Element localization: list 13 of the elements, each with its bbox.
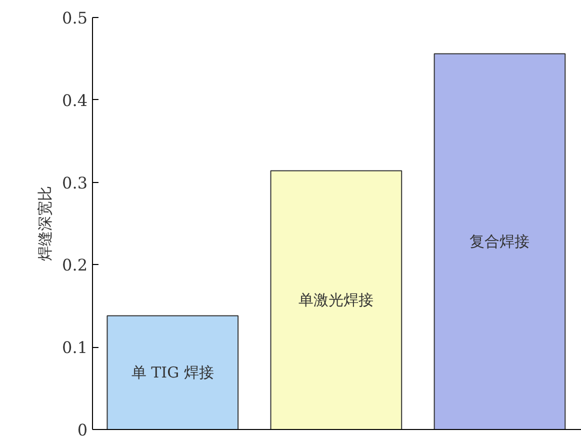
x-tick-label: 单激光焊接 — [298, 291, 374, 310]
bar — [106, 315, 239, 430]
bar — [270, 170, 402, 430]
bar — [434, 53, 566, 430]
y-tick-label: 0.1 — [62, 338, 88, 358]
x-tick-label: 复合焊接 — [470, 232, 530, 251]
y-tick-label: 0.2 — [62, 256, 88, 275]
y-tick-label: 0.3 — [62, 173, 88, 192]
y-tick-label: 0.5 — [62, 8, 88, 28]
y-axis-title: 焊缝深宽比 — [36, 186, 54, 261]
y-tick-label: 0 — [77, 420, 88, 439]
y-tick-label: 0.4 — [62, 90, 88, 110]
x-tick-label: 单 TIG 焊接 — [131, 364, 214, 382]
